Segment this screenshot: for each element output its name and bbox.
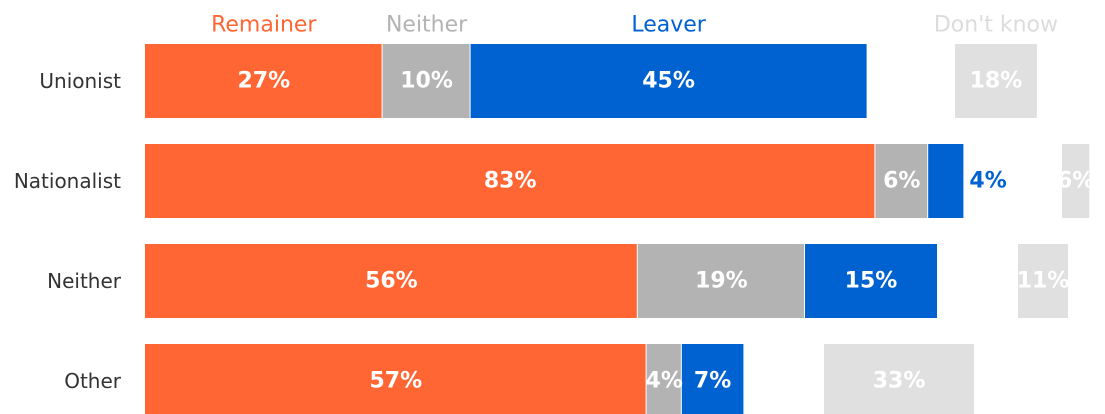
data-label-leaver-other: 7% [694, 369, 731, 394]
bar-neither-other [646, 344, 681, 414]
legend-item-remainer: Remainer [211, 13, 317, 38]
bar-neither-nationalist [875, 144, 928, 218]
data-label-don-t-know-nationalist: 6% [1057, 169, 1094, 194]
data-label-leaver-unionist: 45% [642, 69, 695, 94]
legend-item-neither: Neither [386, 13, 468, 38]
bar-don-t-know-unionist [955, 44, 1037, 118]
bar-don-t-know-nationalist [1062, 144, 1090, 218]
bar-remainer-neither [145, 244, 637, 318]
data-label-remainer-nationalist: 83% [484, 169, 537, 194]
category-labels: Unionist Nationalist Neither Other [14, 69, 122, 393]
bar-remainer-nationalist [145, 144, 875, 218]
bars [145, 44, 1090, 414]
data-label-leaver-nationalist: 4% [969, 169, 1006, 194]
bar-neither-unionist [382, 44, 470, 118]
data-label-don-t-know-neither: 11% [1017, 269, 1070, 294]
bar-leaver-other [681, 344, 744, 414]
category-label-neither: Neither [47, 269, 122, 293]
bar-leaver-nationalist [928, 144, 964, 218]
bar-neither-neither [637, 244, 804, 318]
data-label-neither-nationalist: 6% [883, 169, 920, 194]
bar-leaver-neither [805, 244, 937, 318]
legend-item-don-t-know: Don't know [934, 13, 1058, 38]
bar-remainer-unionist [145, 44, 382, 118]
category-label-other: Other [64, 369, 122, 393]
data-label-remainer-unionist: 27% [237, 69, 290, 94]
data-label-neither-other: 4% [646, 369, 683, 394]
data-labels: 27% 10% 45% 18% 83% 6% 4% 6% 56% 19% 15% 11% 57% 4% 7%… [237, 69, 1094, 394]
data-label-don-t-know-other: 33% [873, 369, 926, 394]
legend: Remainer Neither Leaver Don't know [211, 13, 1058, 38]
category-label-unionist: Unionist [39, 69, 121, 93]
bar-don-t-know-other [824, 344, 975, 414]
data-label-remainer-other: 57% [369, 369, 422, 394]
data-label-don-t-know-unionist: 18% [970, 69, 1023, 94]
data-label-neither-unionist: 10% [400, 69, 453, 94]
bar-leaver-unionist [470, 44, 867, 118]
data-label-remainer-neither: 56% [365, 269, 418, 294]
bar-remainer-other [145, 344, 646, 414]
category-label-nationalist: Nationalist [14, 169, 121, 193]
data-label-leaver-neither: 15% [845, 269, 898, 294]
bar-don-t-know-neither [1018, 244, 1069, 318]
legend-item-leaver: Leaver [631, 13, 706, 38]
data-label-neither-neither: 19% [695, 269, 748, 294]
